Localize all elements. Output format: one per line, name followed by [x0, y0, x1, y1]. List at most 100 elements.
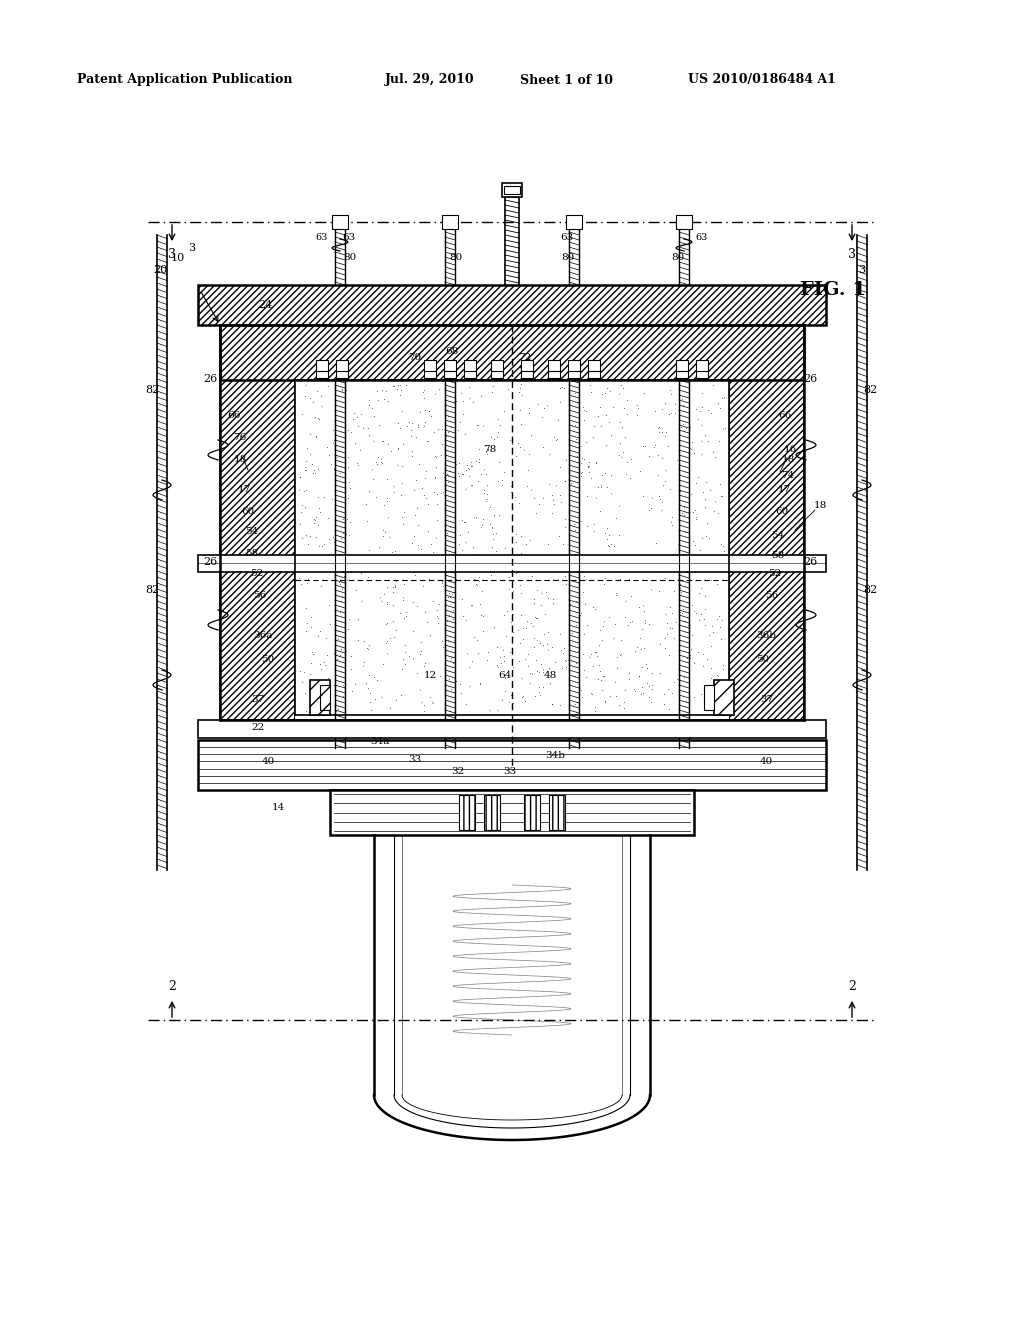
Point — [420, 430, 436, 451]
Point — [387, 689, 403, 710]
Point — [293, 558, 309, 579]
Point — [558, 552, 574, 573]
Point — [684, 624, 700, 645]
Point — [494, 689, 510, 710]
Point — [683, 638, 699, 659]
Point — [707, 550, 723, 572]
Point — [669, 449, 685, 470]
Point — [563, 414, 580, 436]
Point — [632, 461, 648, 482]
Point — [371, 537, 387, 558]
Point — [707, 500, 723, 521]
Point — [408, 470, 424, 491]
Point — [301, 424, 317, 445]
Point — [465, 391, 481, 412]
Point — [326, 675, 342, 696]
Point — [557, 516, 573, 537]
Text: 64: 64 — [499, 671, 512, 680]
Point — [341, 609, 357, 630]
Point — [599, 477, 615, 498]
Point — [428, 457, 444, 478]
Point — [589, 645, 605, 667]
Point — [370, 446, 386, 467]
Point — [369, 453, 385, 474]
Point — [607, 614, 624, 635]
Text: 24: 24 — [258, 300, 272, 310]
Point — [621, 663, 637, 684]
Point — [310, 407, 327, 428]
Text: 70: 70 — [409, 354, 422, 363]
Point — [415, 576, 431, 597]
Point — [391, 417, 408, 438]
Text: 40: 40 — [760, 758, 773, 767]
Point — [428, 494, 444, 515]
Point — [455, 589, 471, 610]
Point — [387, 574, 403, 595]
Point — [440, 630, 457, 651]
Point — [659, 623, 676, 644]
Point — [710, 560, 726, 581]
Point — [475, 620, 492, 642]
Point — [674, 388, 690, 409]
Text: 18: 18 — [781, 455, 795, 465]
Point — [439, 586, 456, 607]
Point — [632, 627, 648, 648]
Point — [621, 614, 637, 635]
Point — [395, 433, 412, 454]
Bar — [310, 680, 330, 715]
Point — [439, 405, 456, 426]
Point — [590, 405, 606, 426]
Point — [532, 582, 549, 603]
Point — [596, 665, 612, 686]
Point — [461, 388, 477, 409]
Point — [487, 557, 504, 578]
Point — [695, 643, 712, 664]
Point — [517, 690, 534, 711]
Point — [551, 525, 567, 546]
Point — [608, 582, 625, 603]
Point — [471, 438, 487, 459]
Point — [577, 593, 593, 614]
Point — [566, 414, 583, 436]
Point — [485, 428, 502, 449]
Point — [413, 401, 429, 422]
Bar — [588, 360, 600, 371]
Bar — [484, 795, 500, 830]
Bar — [484, 795, 500, 830]
Point — [695, 609, 712, 630]
Point — [578, 549, 594, 570]
Point — [498, 548, 514, 569]
Point — [427, 384, 443, 405]
Point — [637, 612, 653, 634]
Point — [542, 672, 558, 693]
Point — [296, 661, 312, 682]
Point — [641, 686, 657, 708]
Point — [681, 457, 697, 478]
Point — [360, 539, 377, 560]
Point — [575, 399, 592, 420]
Point — [354, 590, 371, 611]
Point — [512, 605, 528, 626]
Point — [495, 548, 511, 569]
Point — [522, 529, 539, 550]
Point — [586, 513, 602, 535]
Point — [474, 606, 490, 627]
Point — [521, 444, 538, 465]
Point — [417, 400, 433, 421]
Point — [636, 383, 652, 404]
Point — [709, 558, 725, 579]
Point — [676, 504, 692, 525]
Point — [643, 578, 659, 599]
Point — [461, 657, 477, 678]
Point — [378, 632, 394, 653]
Point — [470, 414, 486, 436]
Bar — [504, 186, 520, 194]
Text: 54: 54 — [771, 531, 784, 540]
Point — [307, 462, 324, 483]
Point — [593, 474, 609, 495]
Point — [374, 453, 390, 474]
Point — [302, 616, 318, 638]
Point — [715, 657, 731, 678]
Bar — [198, 741, 826, 789]
Point — [623, 586, 639, 607]
